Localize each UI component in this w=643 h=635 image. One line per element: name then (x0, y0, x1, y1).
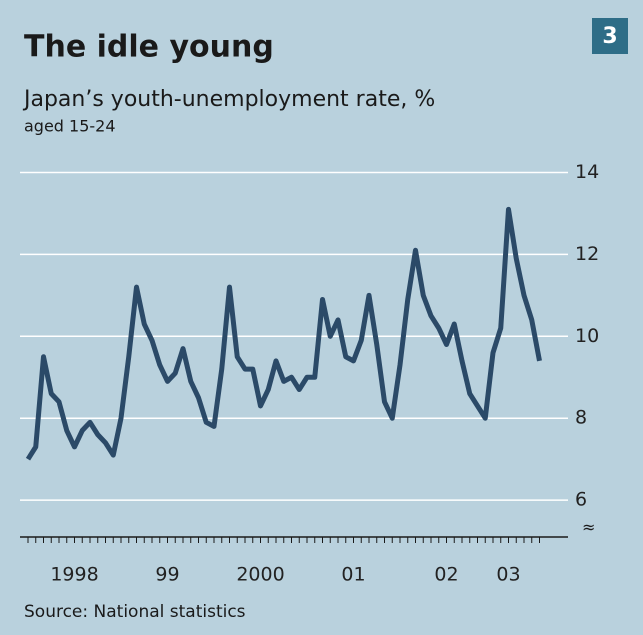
source: Source: National statistics (24, 602, 246, 622)
badge-box (592, 18, 628, 54)
badge: 3 (602, 24, 617, 49)
x-tick-label: 1998 (50, 564, 98, 586)
chart-note: aged 15-24 (24, 117, 116, 136)
chart-subtitle: Japan’s youth-unemployment rate, % (22, 87, 435, 112)
y-tick-label: 8 (575, 407, 587, 429)
y-tick-label: 6 (575, 489, 587, 511)
axis-break: ≈ (582, 518, 595, 537)
x-tick-label: 01 (341, 564, 365, 586)
data-line (25, 206, 542, 461)
y-tick-label: 12 (575, 243, 599, 265)
y-tick-label: 10 (575, 325, 599, 347)
chart-title: The idle young (24, 30, 274, 65)
y-tick-label: 14 (575, 161, 599, 183)
x-tick-label: 02 (434, 564, 458, 586)
x-tick-label: 2000 (236, 564, 284, 586)
x-tick-label: 03 (496, 564, 520, 586)
x-tick-label: 99 (155, 564, 179, 586)
